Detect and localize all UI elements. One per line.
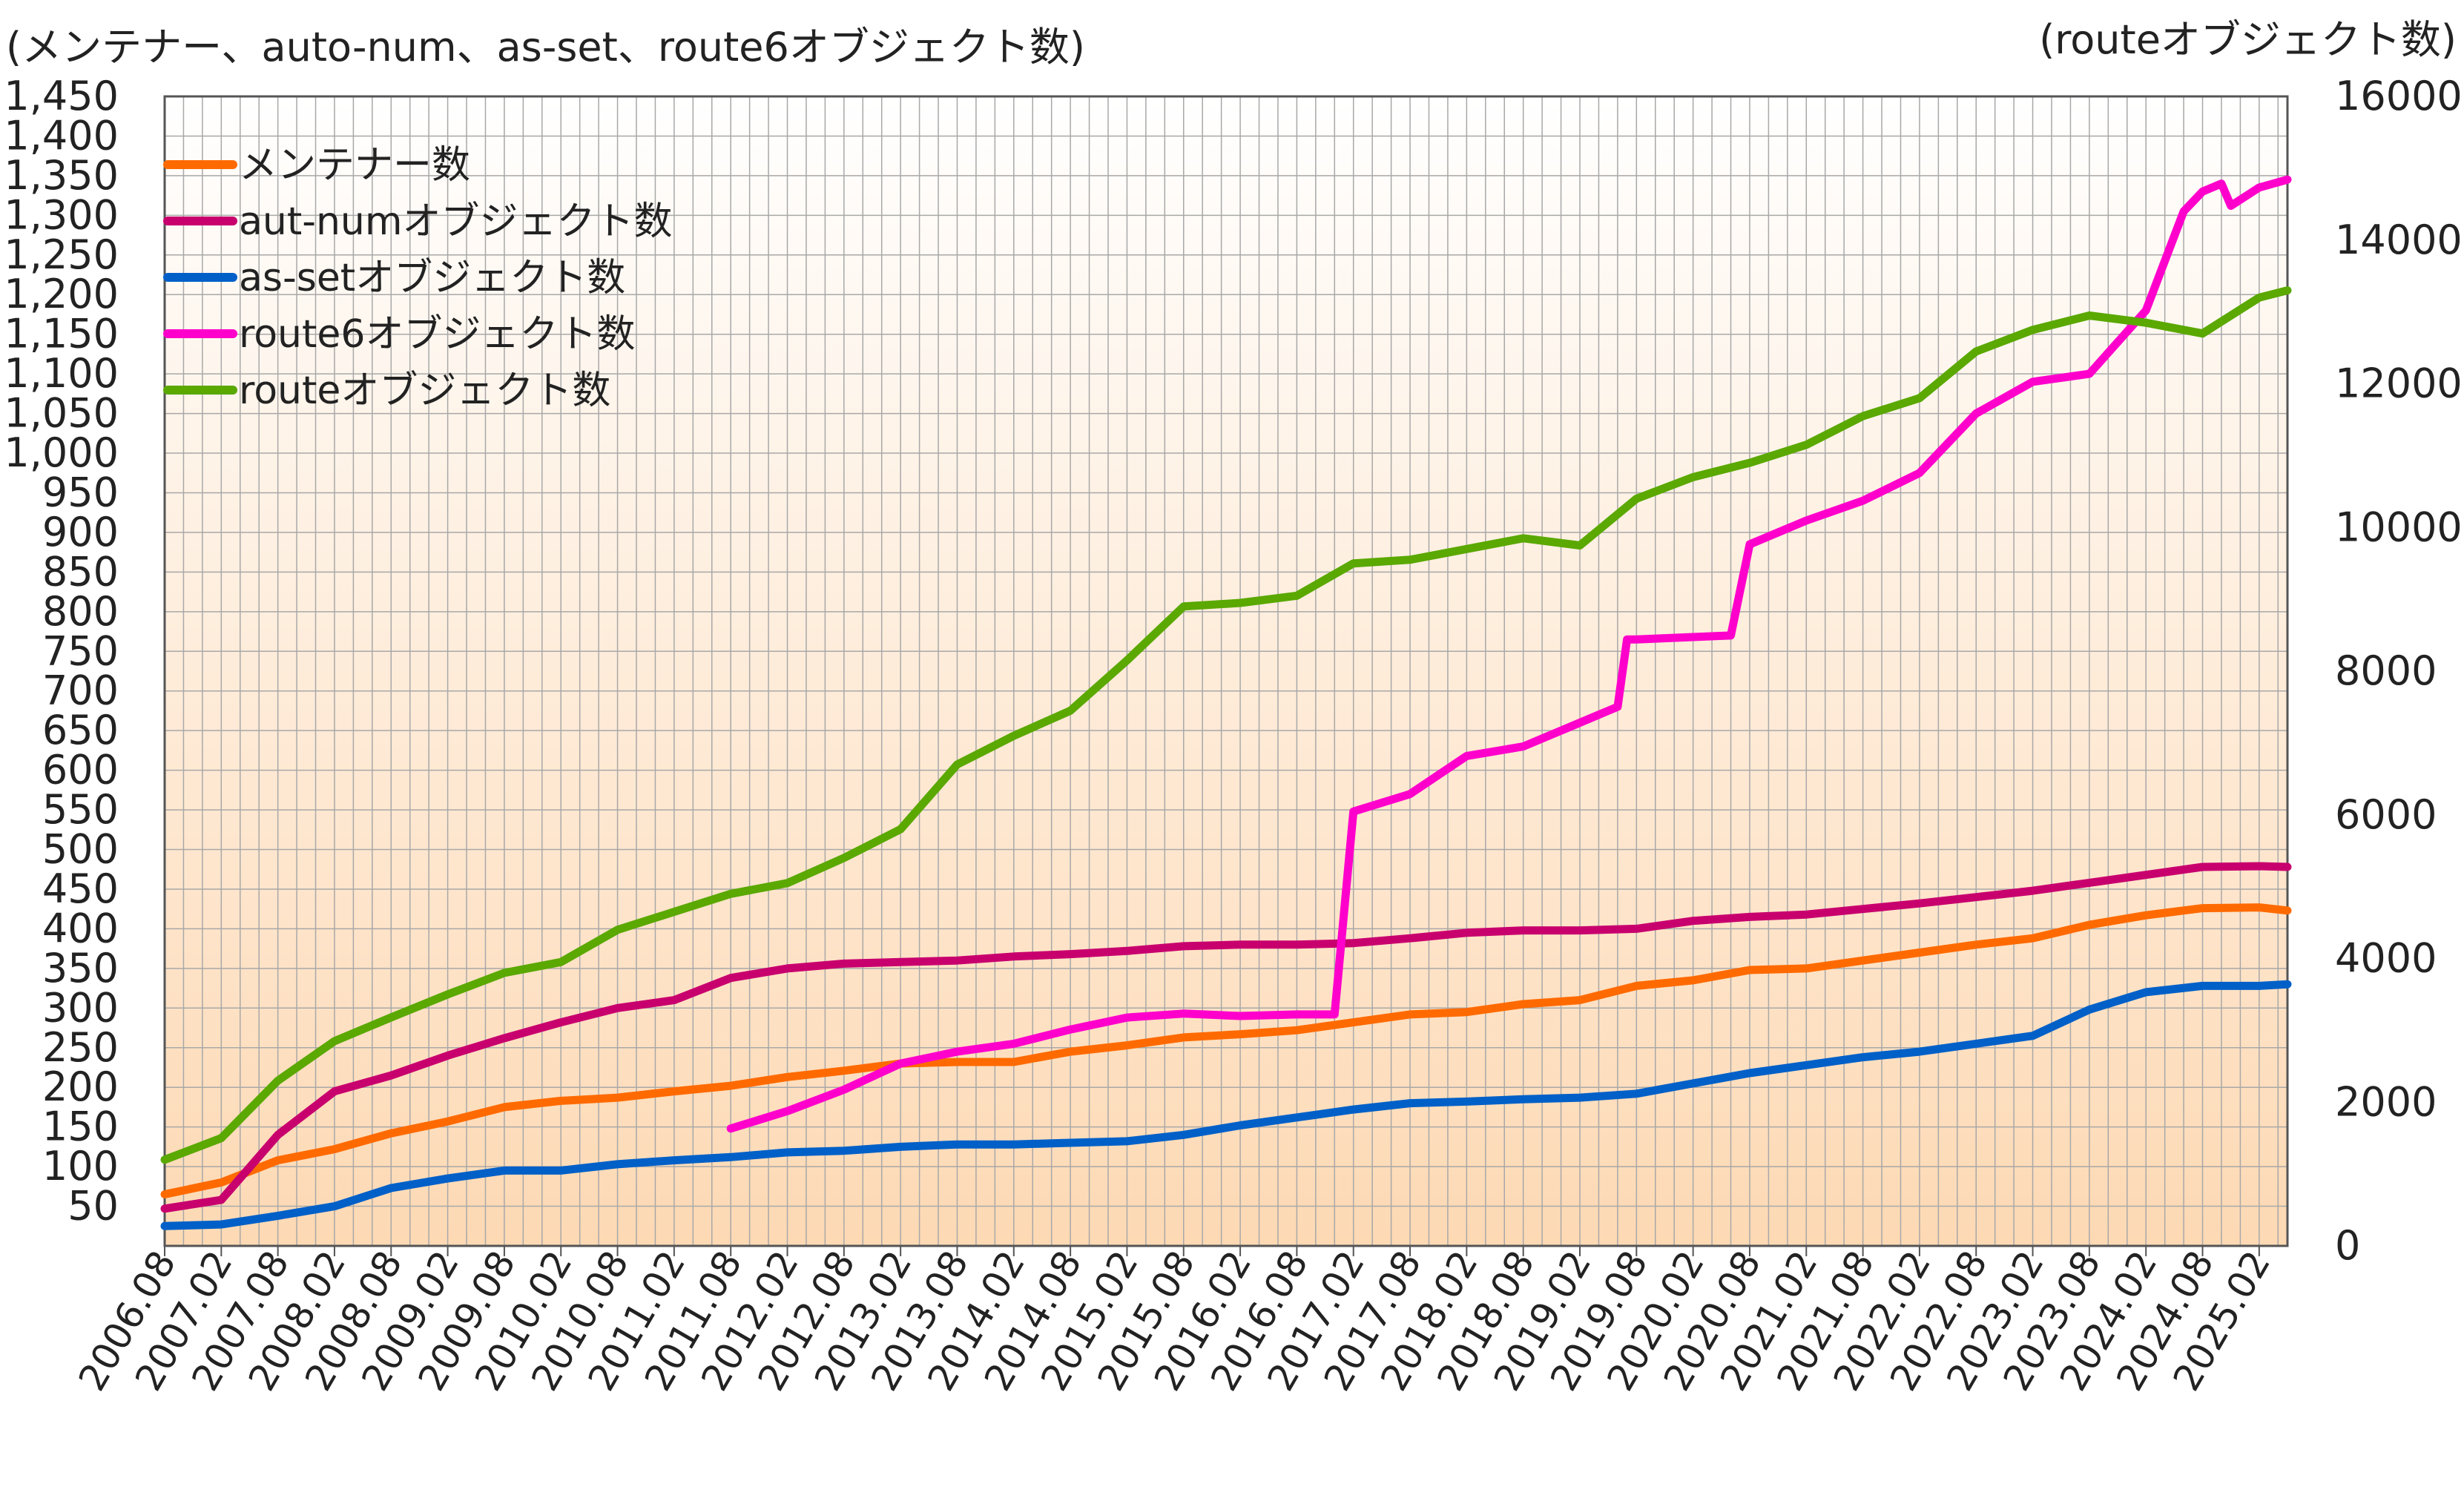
left-tick-label: 600 (42, 747, 119, 794)
legend-label: as-setオブジェクト数 (239, 256, 625, 300)
right-tick-label: 12000 (2335, 360, 2463, 407)
right-axis-title: (routeオブジェクト数) (2039, 16, 2457, 63)
legend-label: route6オブジェクト数 (239, 312, 635, 357)
right-axis: 0 2000 4000 6000 8000 10000 12000 14000 16000 (2335, 73, 2463, 1269)
series-layer (160, 175, 2292, 1230)
left-tick-label: 500 (42, 826, 119, 873)
left-tick-label: 400 (42, 905, 119, 951)
left-tick-label: 1,100 (4, 350, 119, 397)
left-tick-label: 1,150 (4, 311, 119, 357)
left-tick-label: 1,200 (4, 271, 119, 317)
left-tick-label: 250 (42, 1024, 119, 1071)
plot-background (165, 96, 2287, 1246)
left-tick-label: 300 (42, 984, 119, 1031)
left-tick-label: 350 (42, 945, 119, 992)
legend-label: aut-numオブジェクト数 (239, 199, 673, 244)
left-tick-label: 550 (42, 786, 119, 833)
left-tick-label: 950 (42, 469, 119, 515)
left-tick-label: 50 (67, 1183, 119, 1230)
left-tick-label: 1,050 (4, 390, 119, 437)
left-tick-label: 1,300 (4, 191, 119, 238)
right-tick-label: 10000 (2335, 504, 2463, 550)
legend-label: routeオブジェクト数 (239, 369, 610, 413)
left-tick-label: 100 (42, 1143, 119, 1190)
left-axis: 5010015020025030035040045050055060065070… (4, 73, 119, 1230)
left-tick-label: 150 (42, 1104, 119, 1150)
left-tick-label: 900 (42, 509, 119, 555)
left-tick-label: 450 (42, 865, 119, 912)
legend: メンテナー数 aut-numオブジェクト数 as-setオブジェクト数 route6オ… (163, 143, 673, 413)
series-line-2 (160, 862, 2292, 1213)
series-line-4 (726, 175, 2292, 1133)
left-tick-label: 650 (42, 707, 119, 753)
right-tick-label: 8000 (2335, 647, 2437, 694)
left-tick-label: 1,450 (4, 73, 119, 119)
right-tick-label: 4000 (2335, 935, 2437, 982)
left-tick-label: 1,400 (4, 112, 119, 159)
series-line-1 (160, 903, 2292, 1198)
left-tick-label: 800 (42, 588, 119, 635)
left-tick-label: 1,000 (4, 429, 119, 476)
legend-label: メンテナー数 (239, 143, 470, 188)
left-tick-label: 700 (42, 667, 119, 714)
right-tick-label: 2000 (2335, 1078, 2437, 1125)
left-axis-title: (メンテナー、auto-num、as-set、route6オブジェクト数) (6, 24, 1085, 70)
left-tick-label: 750 (42, 627, 119, 674)
right-tick-label: 6000 (2335, 791, 2437, 838)
series-line-5 (160, 286, 2292, 1164)
series-line-3 (160, 980, 2292, 1230)
left-tick-label: 200 (42, 1063, 119, 1110)
right-tick-label: 14000 (2335, 217, 2463, 263)
right-tick-label: 16000 (2335, 73, 2463, 119)
left-tick-label: 850 (42, 548, 119, 595)
left-tick-label: 1,250 (4, 231, 119, 278)
left-tick-label: 1,350 (4, 152, 119, 199)
right-tick-label: 0 (2335, 1222, 2360, 1269)
x-axis: 2006.082007.022007.082008.022008.082009.… (70, 1244, 2279, 1398)
plot-border (163, 95, 2289, 1247)
